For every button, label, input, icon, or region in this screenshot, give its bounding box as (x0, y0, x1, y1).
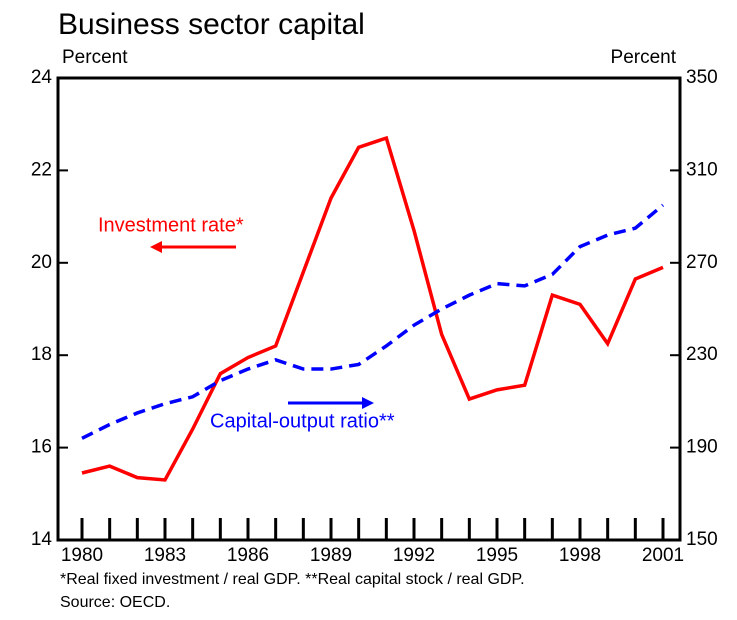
y-tick-label: 14 (31, 529, 53, 550)
x-tick-label: 1980 (61, 545, 103, 566)
y2-tick-label: 350 (686, 67, 718, 88)
y2-tick-label: 230 (686, 344, 718, 365)
y-tick-label: 20 (31, 252, 52, 273)
y2-axis-label: Percent (611, 47, 677, 68)
x-tick-label: 1983 (144, 545, 186, 566)
y-axis-label: Percent (62, 47, 128, 68)
y-tick-label: 22 (31, 159, 52, 180)
x-tick-label: 1986 (227, 545, 269, 566)
y2-tick-label: 190 (686, 437, 718, 458)
y2-tick-label: 150 (686, 529, 718, 550)
x-tick-label: 1989 (310, 545, 352, 566)
plot-frame (56, 76, 682, 542)
x-tick-label: 1998 (559, 545, 601, 566)
x-tick-label: 1995 (476, 545, 518, 566)
y2-tick-label: 270 (686, 252, 718, 273)
series-line (81, 135, 664, 482)
source: Source: OECD. (60, 594, 170, 611)
y2-tick-label: 310 (686, 159, 718, 180)
series-line (81, 203, 665, 440)
y-tick-label: 16 (31, 437, 52, 458)
arrow-head (362, 397, 374, 409)
footnote: *Real fixed investment / real GDP. **Rea… (60, 571, 525, 588)
arrow-head (150, 241, 162, 253)
annotation: Investment rate* (98, 214, 244, 236)
y-tick-label: 18 (31, 344, 52, 365)
annotation: Capital-output ratio** (210, 410, 395, 432)
y-tick-label: 24 (31, 67, 53, 88)
x-tick-label: 1992 (393, 545, 435, 566)
x-tick-label: 2001 (642, 545, 684, 566)
chart-title: Business sector capital (58, 8, 365, 41)
